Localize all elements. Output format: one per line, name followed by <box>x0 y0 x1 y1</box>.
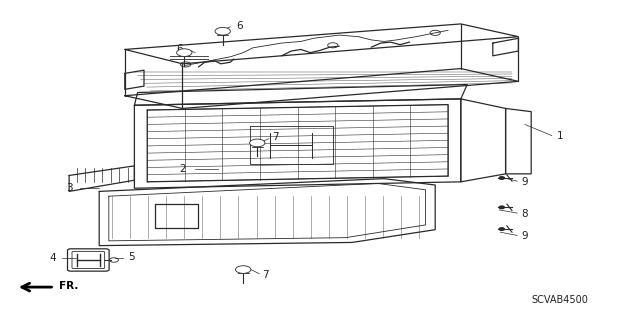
Circle shape <box>499 177 504 179</box>
Text: 6: 6 <box>176 44 182 55</box>
Circle shape <box>499 228 504 230</box>
Text: 2: 2 <box>179 164 186 174</box>
Circle shape <box>499 206 504 209</box>
Text: 5: 5 <box>128 252 134 262</box>
Text: 1: 1 <box>557 130 563 141</box>
Circle shape <box>250 139 265 147</box>
Text: FR.: FR. <box>59 280 78 291</box>
Text: 8: 8 <box>522 209 528 219</box>
Text: 3: 3 <box>66 183 72 193</box>
Text: 7: 7 <box>272 132 278 142</box>
Text: SCVAB4500: SCVAB4500 <box>532 295 588 305</box>
Circle shape <box>215 27 230 35</box>
Text: 7: 7 <box>262 270 269 280</box>
Text: 6: 6 <box>237 20 243 31</box>
Text: 9: 9 <box>522 177 528 187</box>
Text: 4: 4 <box>49 253 56 263</box>
Circle shape <box>236 266 251 273</box>
Circle shape <box>177 49 192 56</box>
Text: 9: 9 <box>522 231 528 241</box>
